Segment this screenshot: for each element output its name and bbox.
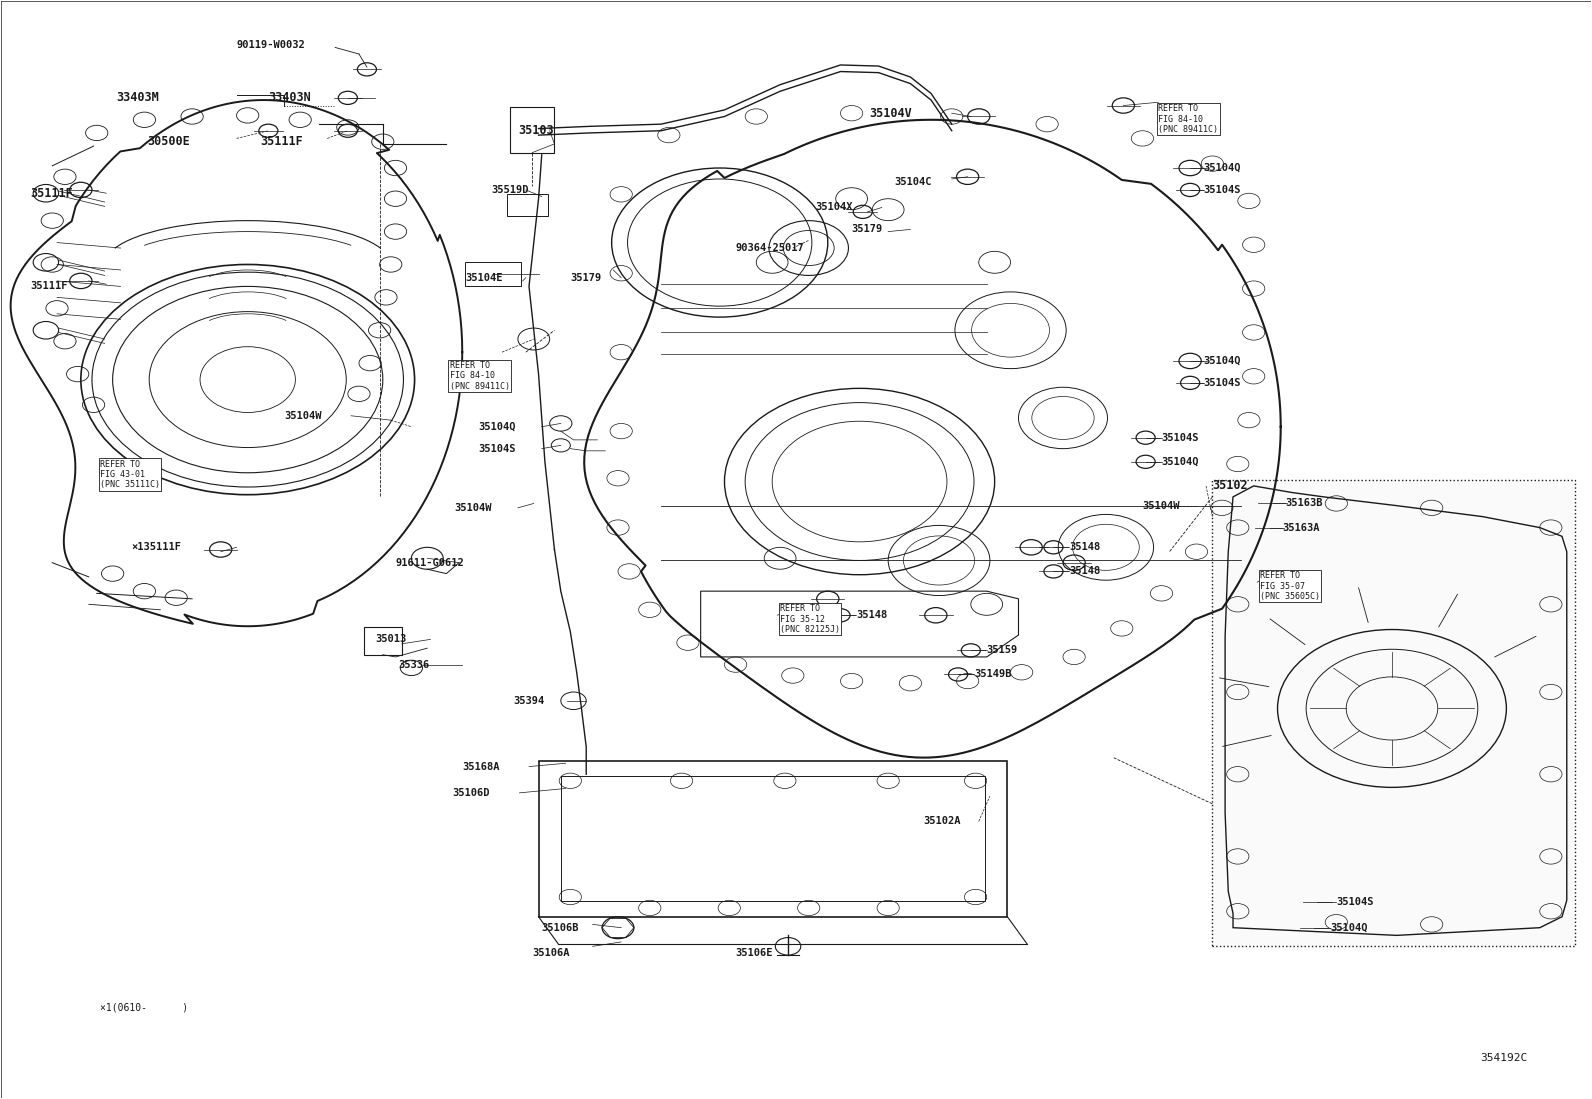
Text: 35148: 35148 xyxy=(1070,566,1100,576)
Text: 35104S: 35104S xyxy=(1204,378,1240,388)
Text: 35104Q: 35104Q xyxy=(1204,163,1240,173)
Text: 35013: 35013 xyxy=(374,634,406,644)
Text: 90119-W0032: 90119-W0032 xyxy=(237,41,306,51)
Text: 35148: 35148 xyxy=(856,610,888,620)
Text: 354192C: 354192C xyxy=(1481,1053,1527,1063)
Text: 35163B: 35163B xyxy=(1285,499,1323,509)
Bar xyxy=(363,628,401,655)
Text: 35111F: 35111F xyxy=(261,135,302,148)
Text: 35104X: 35104X xyxy=(815,202,853,212)
Text: 35104Q: 35104Q xyxy=(1329,923,1368,933)
Text: REFER TO
FIG 35-12
(PNC 82125J): REFER TO FIG 35-12 (PNC 82125J) xyxy=(780,604,841,634)
Text: 35149B: 35149B xyxy=(974,669,1011,679)
Text: 35104V: 35104V xyxy=(869,107,912,120)
Text: 35104S: 35104S xyxy=(478,444,516,454)
Text: 35104C: 35104C xyxy=(895,177,931,187)
Text: 35111F: 35111F xyxy=(30,187,73,200)
Bar xyxy=(1213,480,1574,946)
Text: 90364-25017: 90364-25017 xyxy=(736,243,804,253)
Text: 35104Q: 35104Q xyxy=(1162,457,1199,467)
Text: REFER TO
FIG 84-10
(PNC 89411C): REFER TO FIG 84-10 (PNC 89411C) xyxy=(449,360,509,391)
Text: 35336: 35336 xyxy=(398,659,430,669)
Text: 35106E: 35106E xyxy=(736,948,774,958)
Text: 35159: 35159 xyxy=(987,645,1017,655)
Bar xyxy=(560,776,985,901)
Text: 35104W: 35104W xyxy=(285,411,322,421)
Text: 35106B: 35106B xyxy=(541,923,579,933)
Text: 35104S: 35104S xyxy=(1336,898,1374,908)
Text: 35519D: 35519D xyxy=(490,185,529,195)
Text: 33403N: 33403N xyxy=(269,91,310,104)
Text: 33403M: 33403M xyxy=(116,91,159,104)
Text: 35106A: 35106A xyxy=(532,948,570,958)
Text: 35104Q: 35104Q xyxy=(1204,356,1240,366)
Text: 35104E: 35104E xyxy=(465,273,503,282)
Text: 35148: 35148 xyxy=(1070,542,1100,553)
Text: 30500E: 30500E xyxy=(148,135,191,148)
Bar xyxy=(465,263,521,287)
Text: REFER TO
FIG 35-07
(PNC 35605C): REFER TO FIG 35-07 (PNC 35605C) xyxy=(1259,571,1320,601)
Text: 35104W: 35104W xyxy=(454,503,492,513)
Text: REFER TO
FIG 84-10
(PNC 89411C): REFER TO FIG 84-10 (PNC 89411C) xyxy=(1159,104,1218,134)
Text: 35104S: 35104S xyxy=(1162,433,1199,443)
Text: 35102: 35102 xyxy=(1213,479,1248,492)
Text: REFER TO
FIG 43-01
(PNC 35111C): REFER TO FIG 43-01 (PNC 35111C) xyxy=(100,459,159,489)
Text: 35104W: 35104W xyxy=(1143,501,1180,511)
Text: 35102A: 35102A xyxy=(923,817,960,826)
Text: 35168A: 35168A xyxy=(462,762,500,771)
Text: 35103: 35103 xyxy=(517,124,554,137)
Text: 35394: 35394 xyxy=(513,696,544,706)
Text: 35106D: 35106D xyxy=(452,788,490,798)
Text: ×135111F: ×135111F xyxy=(132,542,181,553)
Bar xyxy=(509,107,554,153)
Text: 91611-G0612: 91611-G0612 xyxy=(395,557,465,568)
Text: 35179: 35179 xyxy=(570,273,602,282)
Text: ×1(0610-      ): ×1(0610- ) xyxy=(100,1002,188,1012)
Text: 35104S: 35104S xyxy=(1204,185,1240,195)
Text: 35163A: 35163A xyxy=(1282,523,1320,533)
Bar xyxy=(538,762,1008,917)
Text: 35104Q: 35104Q xyxy=(478,422,516,432)
Text: 35179: 35179 xyxy=(852,224,884,234)
Text: 35111F: 35111F xyxy=(30,281,67,291)
